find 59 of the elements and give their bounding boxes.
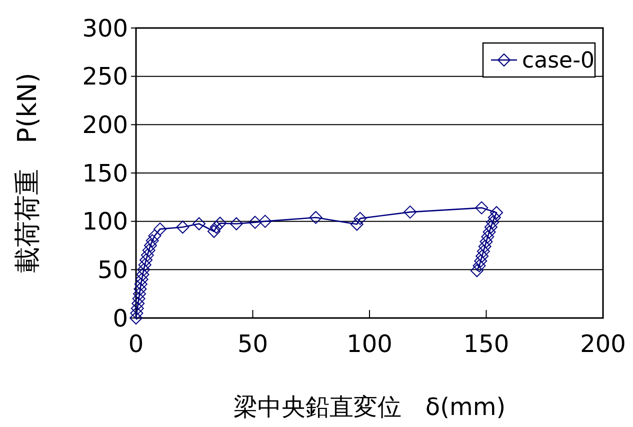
point: [192, 217, 206, 230]
point: [136, 268, 150, 281]
y-tick-label: 0: [112, 304, 128, 332]
point: [258, 214, 272, 228]
point: [478, 240, 492, 253]
point: [133, 287, 146, 300]
point: [488, 210, 501, 224]
point: [207, 224, 220, 238]
y-tick-label: 300: [82, 14, 128, 42]
point: [486, 216, 500, 229]
point: [472, 259, 486, 272]
point: [132, 297, 145, 310]
point: [309, 210, 322, 224]
point: [140, 254, 153, 266]
x-tick-label: 150: [463, 330, 510, 358]
y-tick-label: 250: [82, 62, 128, 91]
point: [490, 206, 504, 220]
point: [484, 220, 498, 234]
point: [210, 220, 223, 234]
point: [138, 258, 152, 272]
x-axis-title: 梁中央鉛直変位 δ(mm): [233, 393, 506, 421]
y-tick-label: 100: [82, 208, 128, 236]
point: [132, 292, 146, 306]
point: [354, 212, 367, 225]
legend-label: case-0: [522, 48, 595, 74]
point: [480, 235, 493, 248]
point: [230, 217, 243, 230]
x-tick-label: 100: [346, 330, 392, 358]
point: [476, 244, 490, 258]
y-tick-label: 150: [82, 159, 128, 188]
point: [154, 222, 167, 236]
point: [134, 282, 147, 296]
point: [470, 264, 484, 278]
x-tick-label: 50: [237, 330, 268, 358]
point: [475, 201, 488, 214]
point: [350, 218, 364, 231]
point: [481, 230, 494, 244]
point: [140, 248, 154, 262]
point: [134, 278, 148, 291]
point: [148, 229, 162, 242]
point: [142, 244, 156, 257]
point: [137, 263, 150, 276]
point: [214, 216, 227, 230]
point: [248, 216, 262, 229]
point: [135, 272, 148, 286]
point: [404, 206, 417, 219]
point: [130, 306, 144, 320]
point: [482, 225, 496, 238]
point: [476, 250, 489, 263]
point: [130, 302, 144, 315]
x-tick-label: 200: [580, 330, 626, 358]
point: [130, 312, 142, 324]
point: [146, 234, 159, 248]
y-tick-label: 200: [82, 111, 128, 140]
y-axis-title: 載荷荷重 P(kN): [13, 72, 43, 274]
point: [176, 220, 190, 234]
point: [474, 254, 488, 268]
y-tick-label: 50: [97, 256, 128, 284]
point: [144, 239, 157, 252]
